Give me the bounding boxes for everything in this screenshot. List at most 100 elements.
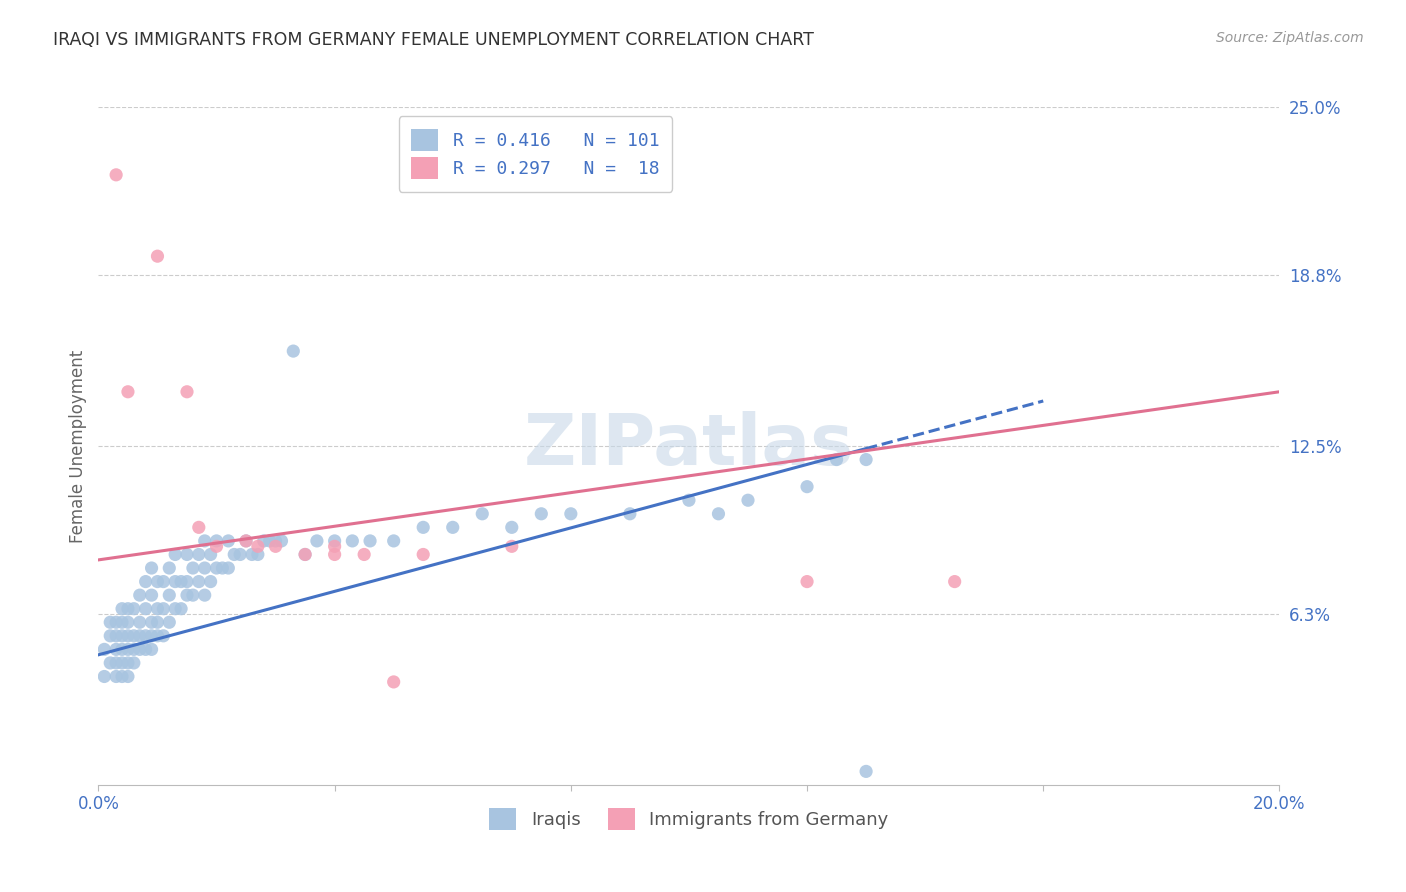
Point (117, 642, 139, 657)
Legend: Iraqis, Immigrants from Germany: Iraqis, Immigrants from Germany (482, 800, 896, 837)
Point (246, 548, 269, 562)
Point (217, 533, 239, 548)
Point (111, 642, 134, 657)
Point (353, 548, 375, 562)
Point (181, 561, 204, 575)
Point (796, 480, 818, 494)
Point (141, 615, 163, 630)
Point (796, 574, 818, 589)
Point (217, 561, 239, 575)
Point (194, 533, 217, 548)
Point (141, 629, 163, 643)
Point (855, 452, 877, 467)
Point (128, 588, 150, 602)
Point (135, 574, 157, 589)
Point (111, 669, 134, 683)
Point (105, 615, 128, 630)
Point (128, 629, 150, 643)
Point (117, 669, 139, 683)
Point (111, 656, 134, 670)
Point (117, 656, 139, 670)
Point (294, 548, 316, 562)
Point (165, 548, 187, 562)
Point (283, 344, 305, 359)
Point (152, 601, 174, 615)
Point (229, 548, 252, 562)
Point (117, 384, 139, 399)
Point (157, 588, 180, 602)
Point (825, 452, 848, 467)
Point (135, 629, 157, 643)
Point (98, 656, 121, 670)
Point (305, 533, 328, 548)
Point (135, 642, 157, 657)
Point (157, 561, 180, 575)
Point (943, 574, 966, 589)
Point (181, 588, 204, 602)
Point (176, 588, 198, 602)
Y-axis label: Female Unemployment: Female Unemployment (69, 350, 87, 542)
Point (152, 629, 174, 643)
Point (200, 574, 222, 589)
Point (141, 561, 163, 575)
Point (200, 548, 222, 562)
Point (117, 601, 139, 615)
Point (441, 520, 464, 534)
Point (224, 548, 246, 562)
Point (737, 493, 759, 508)
Point (105, 656, 128, 670)
Point (105, 669, 128, 683)
Point (122, 601, 145, 615)
Text: ZIPatlas: ZIPatlas (524, 411, 853, 481)
Point (412, 548, 434, 562)
Point (205, 561, 228, 575)
Point (678, 493, 700, 508)
Point (105, 168, 128, 182)
Point (323, 533, 346, 548)
Point (270, 533, 292, 548)
Point (105, 642, 128, 657)
Point (187, 520, 209, 534)
Point (111, 601, 134, 615)
Point (93, 642, 115, 657)
Point (471, 507, 494, 521)
Point (170, 574, 193, 589)
Point (359, 533, 381, 548)
Point (187, 574, 209, 589)
Point (146, 601, 169, 615)
Point (501, 520, 523, 534)
Point (264, 539, 287, 553)
Point (194, 561, 217, 575)
Point (146, 615, 169, 630)
Point (117, 629, 139, 643)
Point (382, 674, 405, 689)
Point (194, 588, 217, 602)
Point (235, 533, 257, 548)
Point (323, 548, 346, 562)
Point (122, 642, 145, 657)
Point (128, 642, 150, 657)
Point (342, 533, 364, 548)
Point (246, 539, 269, 553)
Point (93, 669, 115, 683)
Point (98, 615, 121, 630)
Point (211, 561, 233, 575)
Point (128, 615, 150, 630)
Text: IRAQI VS IMMIGRANTS FROM GERMANY FEMALE UNEMPLOYMENT CORRELATION CHART: IRAQI VS IMMIGRANTS FROM GERMANY FEMALE … (53, 31, 814, 49)
Point (560, 507, 582, 521)
Point (294, 548, 316, 562)
Point (157, 615, 180, 630)
Point (165, 601, 187, 615)
Point (187, 548, 209, 562)
Point (235, 533, 257, 548)
Point (253, 533, 276, 548)
Point (205, 539, 228, 553)
Text: Source: ZipAtlas.com: Source: ZipAtlas.com (1216, 31, 1364, 45)
Point (170, 601, 193, 615)
Point (141, 588, 163, 602)
Point (501, 539, 523, 553)
Point (264, 533, 287, 548)
Point (259, 533, 281, 548)
Point (135, 601, 157, 615)
Point (530, 507, 553, 521)
